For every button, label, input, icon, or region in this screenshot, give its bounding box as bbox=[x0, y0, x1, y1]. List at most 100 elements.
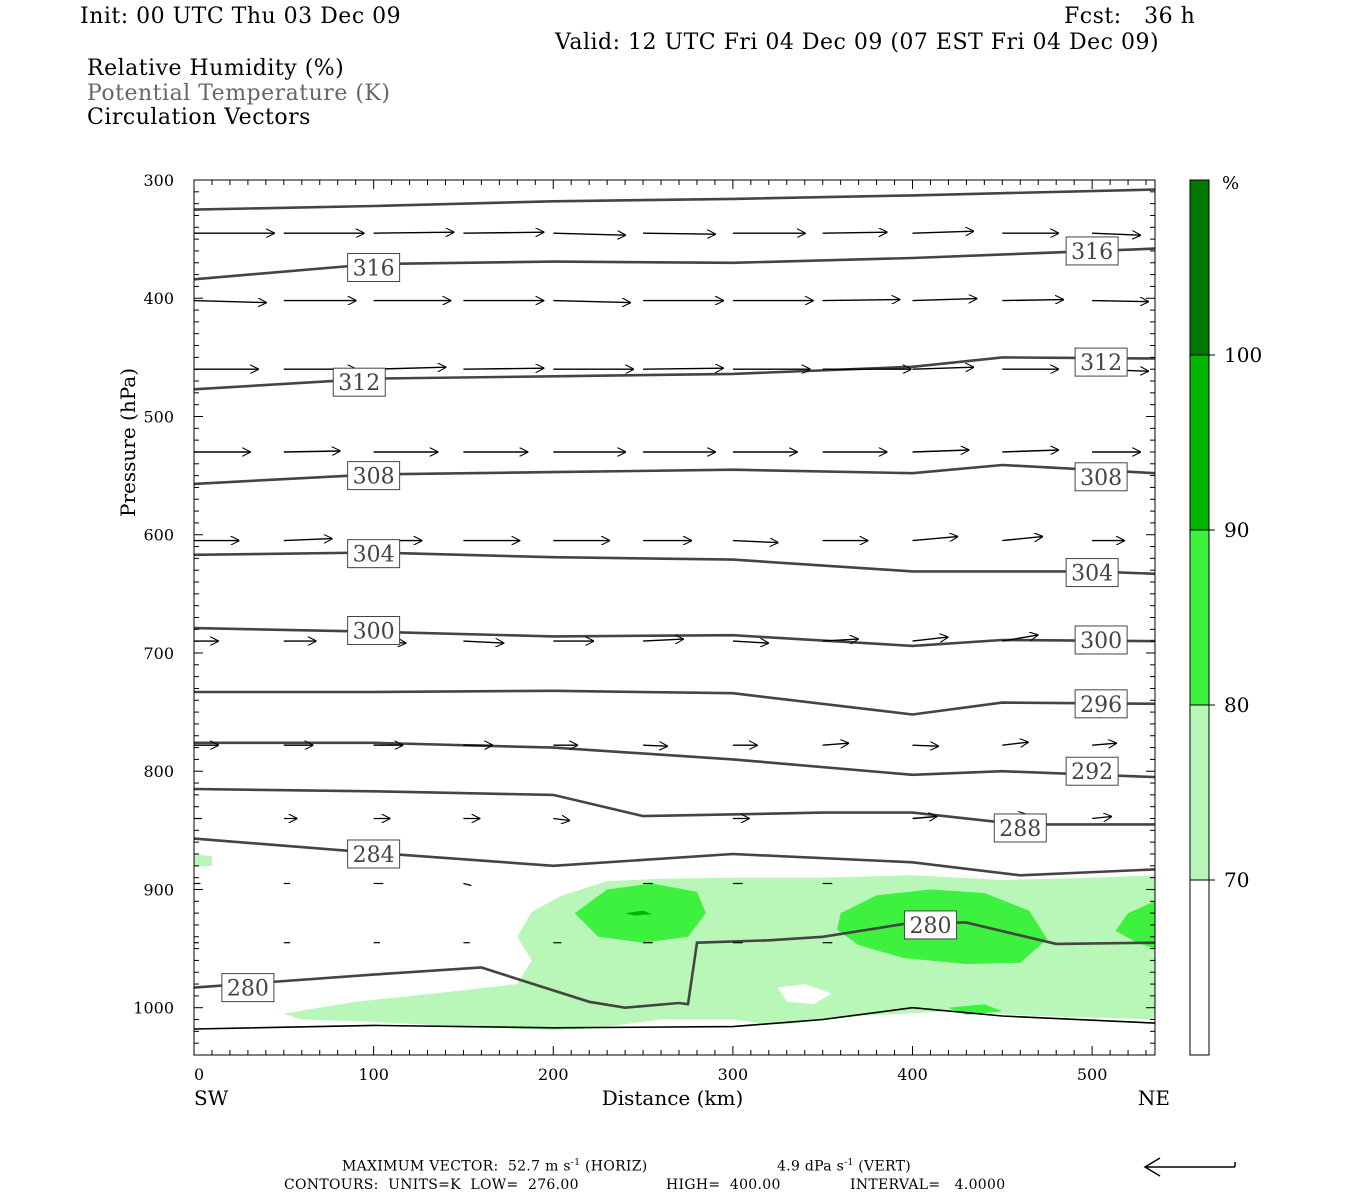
circulation-vector bbox=[1092, 743, 1116, 745]
circulation-vector bbox=[1002, 300, 1063, 301]
y-tick-label: 800 bbox=[143, 762, 174, 781]
circulation-vector bbox=[463, 232, 543, 233]
circulation-vector bbox=[912, 637, 948, 641]
circulation-vector bbox=[912, 745, 939, 746]
circulation-vector bbox=[194, 301, 266, 303]
max-vector-line: MAXIMUM VECTOR: 52.7 m s-1 (HORIZ) bbox=[342, 1158, 648, 1175]
x-end-label-right: NE bbox=[1138, 1086, 1170, 1110]
forecast-hour: Fcst: 36 h bbox=[1064, 4, 1196, 29]
circulation-vector bbox=[1092, 301, 1148, 302]
contour-label-300-1: 300 bbox=[1074, 625, 1128, 655]
legend-theta: Potential Temperature (K) bbox=[87, 81, 391, 106]
circulation-vector bbox=[1092, 817, 1111, 819]
circulation-vector bbox=[553, 301, 630, 303]
reference-arrowhead-icon bbox=[1143, 1157, 1161, 1177]
circulation-vector bbox=[283, 539, 332, 541]
x-tick-label: 100 bbox=[358, 1065, 389, 1084]
theta-contour-296 bbox=[194, 689, 1155, 716]
circulation-vector bbox=[912, 537, 958, 541]
circulation-vector bbox=[912, 299, 977, 301]
contour-label-304-0: 304 bbox=[347, 539, 401, 569]
colorbar-level-label: 100 bbox=[1224, 343, 1262, 367]
x-tick-label: 500 bbox=[1077, 1065, 1108, 1084]
circulation-vector bbox=[1092, 233, 1140, 235]
colorbar-level-label: 70 bbox=[1224, 868, 1249, 892]
rh-region-6 bbox=[1115, 901, 1155, 949]
colorbar: 70 80 90 100% bbox=[1189, 173, 1262, 1056]
contour-label-308-0: 308 bbox=[347, 461, 401, 491]
contour-label-text: 308 bbox=[1080, 466, 1122, 491]
circulation-vector bbox=[822, 232, 887, 233]
colorbar-segment-1 bbox=[1189, 704, 1210, 881]
contour-label-288-0: 288 bbox=[993, 813, 1047, 843]
circulation-vector bbox=[463, 641, 503, 643]
circulation-vector bbox=[643, 745, 667, 746]
vector-layer bbox=[194, 231, 1148, 944]
contour-interval: INTERVAL= 4.0000 bbox=[850, 1177, 1006, 1193]
contour-label-text: 284 bbox=[353, 843, 395, 868]
contour-label-312-0: 312 bbox=[332, 367, 386, 397]
circulation-vector bbox=[1002, 742, 1028, 745]
circulation-vector bbox=[822, 743, 849, 745]
colorbar-segment-4 bbox=[1189, 179, 1210, 356]
contour-label-text: 312 bbox=[338, 371, 380, 396]
x-end-label-left: SW bbox=[194, 1086, 229, 1110]
contour-label-280-0: 280 bbox=[221, 973, 275, 1003]
circulation-vector bbox=[463, 368, 543, 369]
contour-label-296-0: 296 bbox=[1074, 689, 1128, 719]
theta-contour-292 bbox=[194, 741, 1155, 779]
contour-label-text: 316 bbox=[353, 257, 395, 282]
contour-label-text: 312 bbox=[1080, 351, 1122, 376]
humidity-fill-layer bbox=[194, 854, 1155, 1035]
contour-label-280-1: 280 bbox=[903, 910, 957, 940]
legend-vectors: Circulation Vectors bbox=[87, 105, 311, 130]
x-tick-label: 300 bbox=[718, 1065, 749, 1084]
colorbar-level-label: 90 bbox=[1224, 518, 1249, 542]
max-vector-vert: 4.9 dPa s-1 (VERT) bbox=[777, 1158, 911, 1175]
x-axis-label: Distance (km) bbox=[602, 1086, 744, 1110]
circulation-vector bbox=[643, 639, 683, 641]
circulation-vector bbox=[463, 882, 472, 887]
y-tick-label: 900 bbox=[143, 880, 174, 899]
theta-contour-276 bbox=[194, 1006, 1155, 1030]
contour-label-316-0: 316 bbox=[347, 253, 401, 282]
contour-label-text: 280 bbox=[909, 914, 951, 939]
contour-label-316-1: 316 bbox=[1065, 236, 1119, 266]
circulation-vector bbox=[822, 639, 858, 641]
contour-label-text: 316 bbox=[1071, 240, 1113, 265]
init-time: Init: 00 UTC Thu 03 Dec 09 bbox=[80, 4, 402, 29]
colorbar-unit: % bbox=[1222, 173, 1239, 194]
y-tick-label: 300 bbox=[143, 171, 174, 190]
circulation-vector bbox=[732, 641, 768, 643]
contour-label-304-1: 304 bbox=[1065, 558, 1119, 588]
y-tick-label: 600 bbox=[143, 526, 174, 545]
y-axis-label: Pressure (hPa) bbox=[116, 368, 140, 517]
circulation-vector bbox=[643, 368, 723, 369]
colorbar-segment-2 bbox=[1189, 529, 1210, 706]
theta-contour-284 bbox=[194, 837, 1155, 877]
theta-contour-280 bbox=[194, 921, 1155, 1010]
theta-contour-304 bbox=[194, 551, 1155, 576]
contour-label-text: 300 bbox=[353, 620, 395, 645]
circulation-vector bbox=[912, 450, 969, 452]
circulation-vector bbox=[912, 367, 974, 369]
circulation-vector bbox=[732, 541, 778, 543]
colorbar-level-label: 80 bbox=[1224, 693, 1249, 717]
rh-region-1 bbox=[194, 854, 212, 867]
colorbar-segment-3 bbox=[1189, 354, 1210, 531]
contour-label-text: 288 bbox=[999, 817, 1041, 842]
theta-contour-308 bbox=[194, 463, 1155, 486]
circulation-vector bbox=[283, 451, 340, 452]
y-tick-label: 400 bbox=[143, 289, 174, 308]
x-tick-label: 400 bbox=[897, 1065, 928, 1084]
contour-label-text: 300 bbox=[1080, 629, 1122, 654]
theta-contour-320 bbox=[194, 188, 1155, 211]
circulation-vector bbox=[553, 819, 569, 821]
contour-label-text: 304 bbox=[353, 543, 395, 568]
circulation-vector bbox=[553, 233, 625, 235]
rh-region-2 bbox=[777, 984, 832, 1005]
contour-label-300-0: 300 bbox=[347, 616, 401, 646]
reference-vector bbox=[1143, 1157, 1236, 1177]
contour-label-292-0: 292 bbox=[1065, 756, 1119, 786]
